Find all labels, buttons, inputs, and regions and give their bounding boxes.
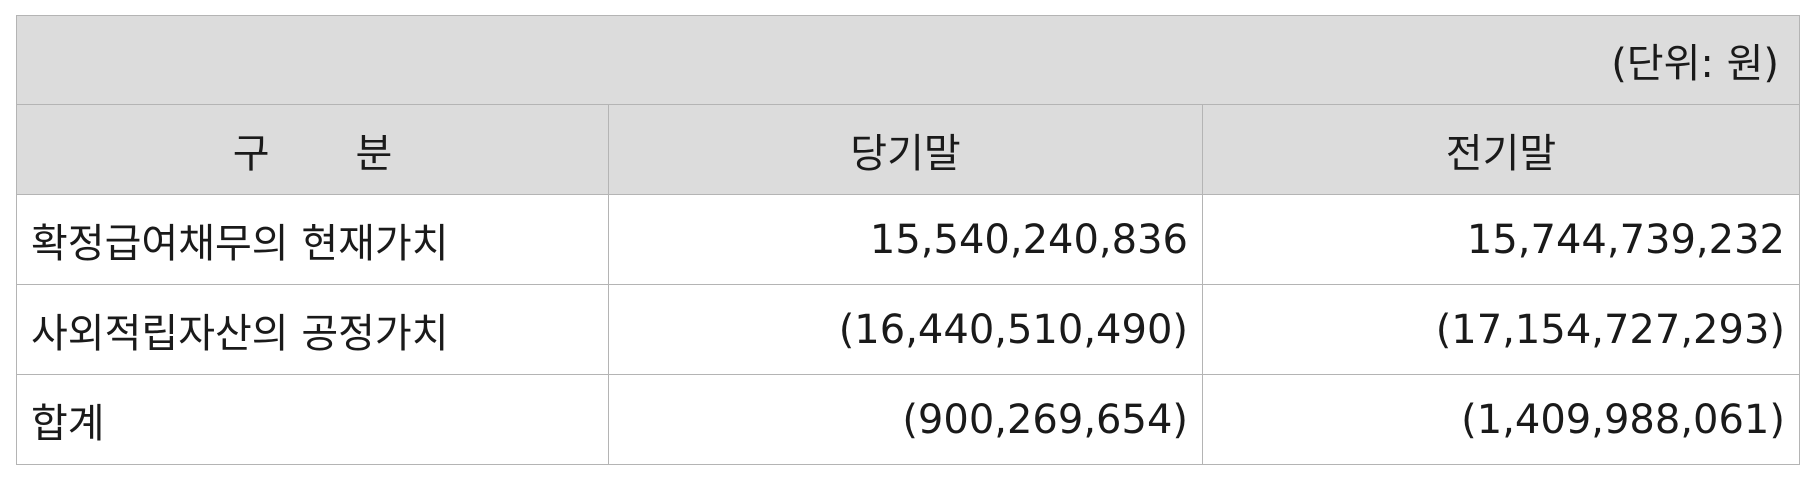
current-value: (900,269,654) xyxy=(608,374,1203,465)
header-prior-period: 전기말 xyxy=(1202,104,1800,195)
current-value: 15,540,240,836 xyxy=(608,194,1203,285)
table-row: 확정급여채무의 현재가치 15,540,240,836 15,744,739,2… xyxy=(16,194,1800,285)
row-label: 사외적립자산의 공정가치 xyxy=(16,284,609,375)
header-category-a: 구 xyxy=(232,130,270,177)
row-label: 합계 xyxy=(16,374,609,465)
prior-value: (1,409,988,061) xyxy=(1202,374,1800,465)
unit-label: (단위: 원) xyxy=(16,15,1800,105)
header-category-b: 분 xyxy=(355,130,393,177)
prior-value: 15,744,739,232 xyxy=(1202,194,1800,285)
table-row: 합계 (900,269,654) (1,409,988,061) xyxy=(16,374,1800,465)
current-value: (16,440,510,490) xyxy=(608,284,1203,375)
row-label: 확정급여채무의 현재가치 xyxy=(16,194,609,285)
table-row: 사외적립자산의 공정가치 (16,440,510,490) (17,154,72… xyxy=(16,284,1800,375)
prior-value: (17,154,727,293) xyxy=(1202,284,1800,375)
unit-row: (단위: 원) xyxy=(16,15,1800,105)
header-current-period: 당기말 xyxy=(608,104,1203,195)
